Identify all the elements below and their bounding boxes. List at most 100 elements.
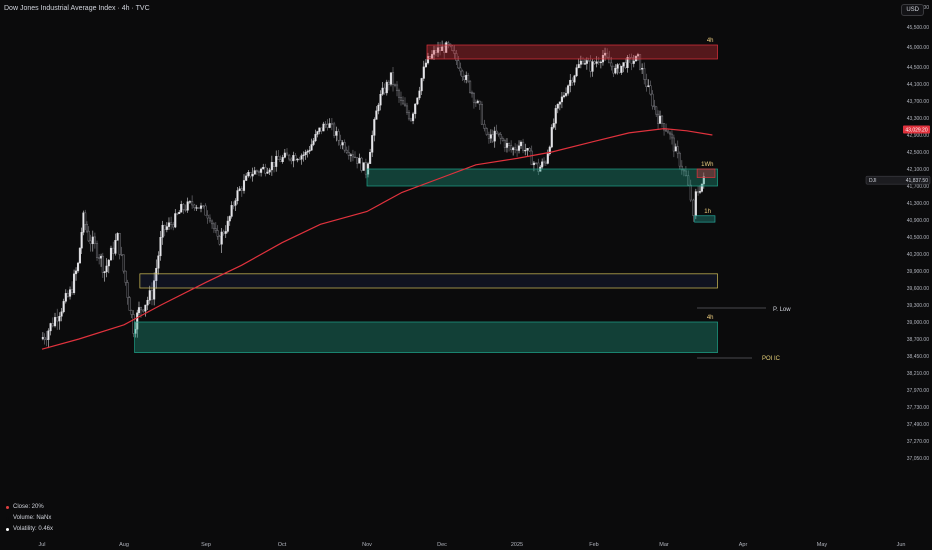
- candle-body: [136, 312, 139, 330]
- candle-body: [87, 230, 90, 242]
- candle-body: [485, 128, 488, 135]
- zone-box: [134, 321, 718, 353]
- candle-body: [112, 247, 115, 254]
- candle-body: [45, 338, 48, 341]
- price-tick-label: 42,900.00: [907, 133, 929, 139]
- candle-body: [478, 100, 481, 105]
- price-tick-label: 37,270.00: [907, 439, 929, 445]
- candle-body: [68, 289, 72, 297]
- candle-body: [188, 201, 191, 203]
- candle-body: [184, 209, 187, 211]
- candle-body: [676, 146, 679, 154]
- candle-body: [224, 231, 227, 234]
- candle-body: [503, 140, 506, 148]
- candle-body: [114, 240, 117, 254]
- price-tick-label: 39,300.00: [907, 303, 929, 309]
- candle-body: [118, 233, 121, 255]
- candle-body: [573, 75, 576, 83]
- candle-body: [610, 62, 613, 67]
- candle-body: [682, 169, 685, 172]
- candle-body: [447, 42, 450, 45]
- last-price-prefix: DJI: [869, 178, 877, 184]
- candle-body: [351, 154, 354, 158]
- price-tick-label: 41,300.00: [907, 201, 929, 207]
- candle-body: [678, 152, 681, 167]
- candle-body: [665, 129, 668, 132]
- candle-body: [266, 171, 269, 174]
- candle-body: [700, 183, 703, 192]
- candle-body: [333, 123, 336, 136]
- candle-body: [330, 123, 333, 125]
- candle-body: [371, 135, 374, 153]
- candle-body: [583, 63, 587, 65]
- candle-body: [89, 240, 92, 245]
- candle-body: [377, 104, 380, 112]
- time-tick-label: Dec: [437, 542, 447, 548]
- candle-body: [167, 222, 171, 227]
- candle-body: [434, 50, 438, 53]
- candle-body: [62, 301, 65, 313]
- candle-body: [636, 54, 640, 57]
- candle-body: [436, 47, 440, 53]
- candle-body: [101, 255, 104, 273]
- stat-volume: Volume: NaNx: [6, 513, 53, 524]
- candle-body: [71, 289, 74, 294]
- time-tick-label: Nov: [362, 542, 372, 548]
- price-axis[interactable]: 46,000.0045,500.0045,000.0044,500.0044,1…: [907, 5, 929, 462]
- candle-body: [593, 61, 596, 64]
- candle-body: [463, 76, 466, 80]
- candle-body: [155, 267, 158, 281]
- candle-body: [465, 75, 468, 80]
- candle-body: [667, 130, 670, 134]
- candle-body: [618, 64, 621, 73]
- time-axis-bg[interactable]: [0, 538, 932, 550]
- candle-body: [585, 60, 588, 64]
- candle-body: [597, 61, 600, 63]
- ma-price-tag-label: 43,029.20: [905, 128, 927, 134]
- candle-body: [579, 60, 582, 65]
- price-tick-label: 43,300.00: [907, 116, 929, 122]
- candle-body: [56, 317, 59, 322]
- zone-box: [139, 273, 718, 289]
- candle-body: [364, 162, 367, 175]
- candle-body: [399, 97, 403, 101]
- candle-body: [180, 204, 183, 213]
- candle-body: [195, 207, 198, 209]
- candle-body: [383, 87, 386, 94]
- candle-body: [624, 62, 627, 69]
- candle-body: [499, 134, 502, 139]
- candle-body: [393, 84, 397, 86]
- candle-body: [98, 257, 101, 259]
- candle-body: [144, 304, 147, 312]
- candle-body: [405, 105, 409, 113]
- candle-body: [508, 143, 511, 146]
- price-axis-bg[interactable]: [898, 0, 932, 538]
- price-tick-label: 43,700.00: [907, 99, 929, 105]
- candle-body: [612, 65, 615, 74]
- candle-body: [220, 231, 223, 245]
- candle-body: [109, 247, 113, 261]
- price-tick-label: 40,900.00: [907, 218, 929, 224]
- time-axis[interactable]: Jul Aug Sep Oct Nov Dec 2025 Feb Mar Apr May Jun: [38, 542, 905, 548]
- candle-body: [487, 134, 490, 139]
- candle-body: [218, 236, 221, 245]
- last-price-tag: [865, 175, 931, 185]
- candle-body: [191, 201, 194, 206]
- candle-body: [632, 60, 635, 64]
- candle-body: [510, 145, 513, 151]
- candle-body: [414, 103, 417, 115]
- candle-body: [51, 323, 54, 327]
- zone-label: 4h: [707, 315, 714, 321]
- candle-body: [524, 149, 527, 152]
- candle-body: [358, 157, 361, 164]
- candle-body: [275, 155, 278, 167]
- zone-box: [426, 44, 718, 60]
- candle-body: [326, 124, 329, 128]
- candle-body: [591, 61, 594, 72]
- candle-body: [603, 52, 607, 56]
- candle-body: [416, 97, 419, 105]
- currency-button[interactable]: USD: [901, 4, 924, 16]
- candle-body: [391, 72, 395, 86]
- candle-body: [95, 243, 99, 258]
